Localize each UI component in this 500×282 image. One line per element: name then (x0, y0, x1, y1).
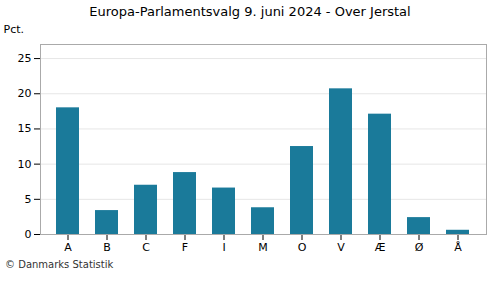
svg-text:0: 0 (25, 228, 32, 241)
svg-text:15: 15 (18, 122, 32, 135)
svg-text:10: 10 (18, 158, 32, 171)
html-text:Europa-Parlamentsvalg 9. juni: Europa-Parlamentsvalg 9. juni 2024 - Ove… (89, 4, 411, 19)
svg-text:Å: Å (454, 241, 462, 254)
svg-text:M: M (258, 241, 268, 254)
svg-text:20: 20 (18, 87, 32, 100)
svg-text:C: C (142, 241, 150, 254)
svg-text:Æ: Æ (375, 241, 386, 254)
svg-text:5: 5 (25, 193, 32, 206)
svg-text:B: B (103, 241, 111, 254)
svg-text:A: A (64, 241, 72, 254)
html-text:© Danmarks Statistik: © Danmarks Statistik (5, 259, 114, 270)
svg-text:V: V (337, 241, 345, 254)
svg-text:O: O (298, 241, 307, 254)
svg-text:25: 25 (18, 52, 32, 65)
svg-text:F: F (182, 241, 188, 254)
svg-text:Pct.: Pct. (4, 23, 25, 36)
svg-text:Ø: Ø (415, 241, 424, 254)
svg-text:I: I (222, 241, 225, 254)
